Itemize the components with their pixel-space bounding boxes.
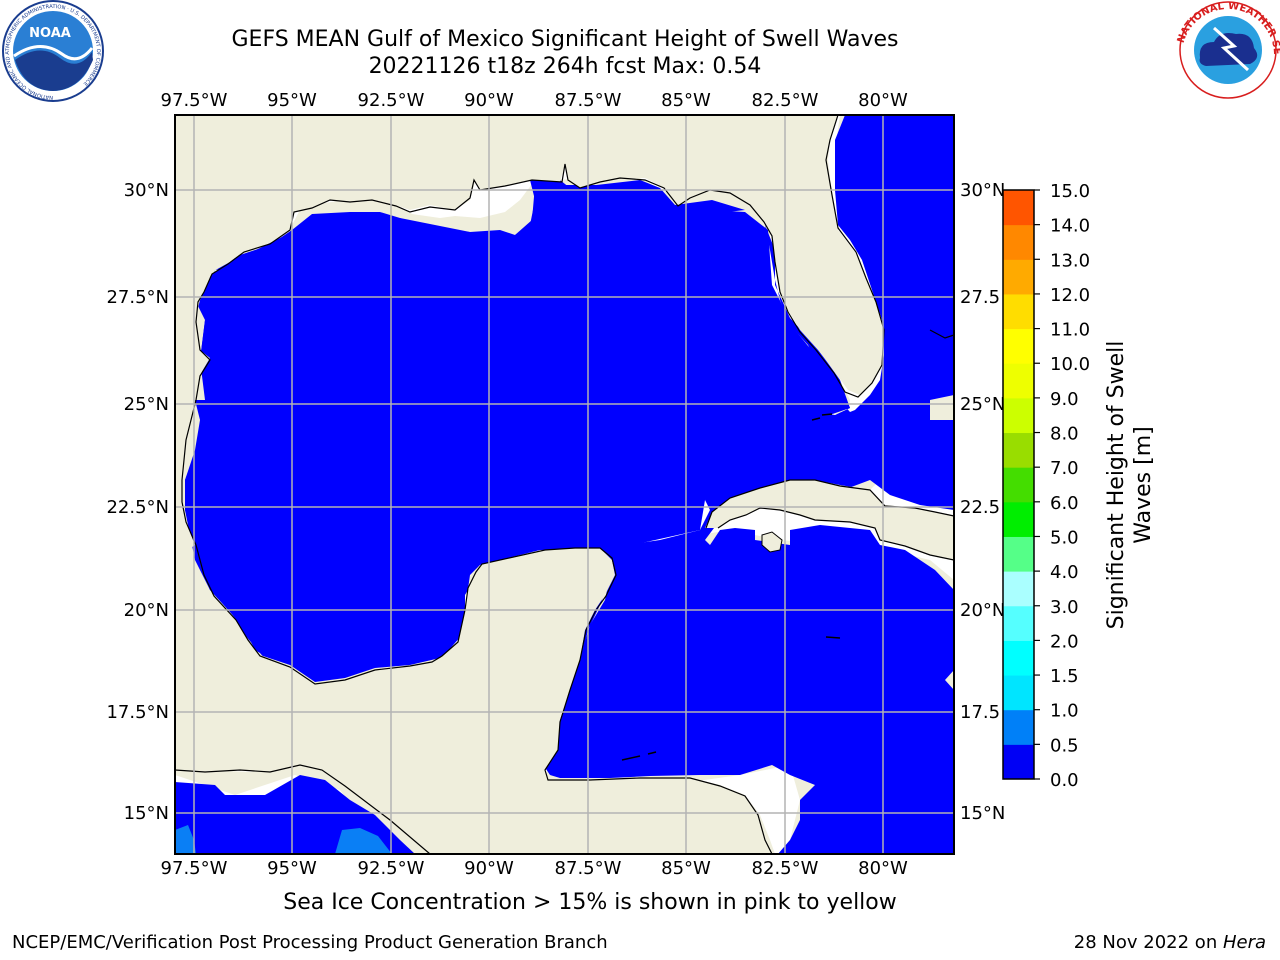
lat-label-left-3: 22.5°N [106,497,169,518]
lon-label-top-5: 85°W [661,90,711,111]
colorbar-tick-label: 13.0 [1050,250,1090,271]
lat-label-right-1: 17.5 [960,702,1000,723]
lon-label-top-6: 82.5°W [752,90,819,111]
noaa-logo-bird [15,50,93,91]
colorbar-frame [1002,189,1035,780]
lon-label-top-7: 80°W [858,90,908,111]
lat-label-right-0: 15°N [960,803,1005,824]
map-frame [174,114,955,855]
lat-label-right-6: 30°N [960,180,1005,201]
colorbar-segment [1003,605,1034,641]
colorbar-segment [1003,709,1034,745]
lon-label-bottom-3: 90°W [464,858,514,879]
colorbar-segment [1003,432,1034,468]
colorbar-tick-label: 8.0 [1050,424,1079,445]
lat-label-left-0: 15°N [124,803,169,824]
lat-label-left-2: 20°N [124,600,169,621]
lat-label-left-4: 25°N [124,394,169,415]
coastline [175,115,954,854]
colorbar-label-line2: Waves [m] [1131,426,1156,543]
colorbar-tick-label: 3.0 [1050,597,1079,618]
colorbar-tick-label: 0.0 [1050,770,1079,791]
lon-label-bottom-2: 92.5°W [358,858,425,879]
chart-title: GEFS MEAN Gulf of Mexico Significant Hei… [231,27,899,52]
colorbar-tick-label: 4.0 [1050,562,1079,583]
land-isle-of-youth [761,531,783,553]
colorbar-tick-label: 12.0 [1050,285,1090,306]
colorbar-segment [1003,744,1034,780]
colorbar-tick-label: 7.0 [1050,458,1079,479]
lat-label-right-2: 20°N [960,600,1005,621]
lat-label-right-5: 27.5 [960,287,1000,308]
sea-gulf-interior [185,185,850,775]
lon-label-bottom-6: 82.5°W [752,858,819,879]
colorbar-segment [1003,293,1034,330]
land-us-coast [175,115,530,560]
lon-label-top-4: 87.5°W [555,90,622,111]
nws-logo: NATIONAL WEATHER SERVICE [0,0,1280,99]
colorbar-tick-label: 11.0 [1050,320,1090,341]
colorbar-tick-label: 0.5 [1050,735,1079,756]
lon-label-bottom-1: 95°W [267,858,317,879]
colorbar [1002,189,1035,780]
colorbar-label-line1: Significant Height of Swell [1104,341,1129,630]
land-yucatan [175,548,775,854]
nws-logo-cloud [1199,33,1258,66]
colorbar-tick-label: 2.0 [1050,631,1079,652]
colorbar-tick-label: 1.0 [1050,701,1079,722]
colorbar-segment [1003,397,1034,434]
colorbar-segment [1003,363,1034,399]
colorbar-segment [1003,536,1034,572]
colorbar-segment [1003,190,1034,226]
lat-label-right-3: 22.5 [960,497,1000,518]
chart-subtitle: 20221126 t18z 264h fcst Max: 0.54 [368,54,762,79]
lon-label-bottom-5: 85°W [661,858,711,879]
sea-ice-note: Sea Ice Concentration > 15% is shown in … [283,890,897,915]
land-cayman [621,413,841,761]
date-text: 28 Nov 2022 on [1073,932,1223,953]
nws-logo-lightning-icon [1212,26,1250,72]
graticule [175,115,954,854]
colorbar-tick-label: 15.0 [1050,181,1090,202]
lat-label-right-4: 25°N [960,394,1005,415]
colorbar-segment [1003,467,1034,503]
lat-label-left-6: 30°N [124,180,169,201]
date-stamp: 28 Nov 2022 on Hera [1074,932,1266,953]
machine-name: Hera [1222,932,1266,953]
land-florida [175,115,883,395]
lon-label-top-0: 97.5°W [161,90,228,111]
colorbar-segment [1003,501,1034,537]
sea-swell-0.5 [175,825,392,854]
land-cuba [705,480,954,560]
colorbar-tick-label: 10.0 [1050,354,1090,375]
nws-logo-ring-text: NATIONAL WEATHER SERVICE [0,0,1280,55]
lon-label-top-1: 95°W [267,90,317,111]
colorbar-segment [1003,640,1034,676]
colorbar-tick-label: 5.0 [1050,527,1079,548]
noaa-logo-text: NOAA [29,26,71,41]
colorbar-segment [1003,224,1034,260]
colorbar-segment [1003,328,1034,364]
colorbar-tick-label: 6.0 [1050,493,1079,514]
colorbar-segment [1003,259,1034,295]
colorbar-tick-label: 14.0 [1050,216,1090,237]
lon-label-bottom-4: 87.5°W [555,858,622,879]
lat-label-left-5: 27.5°N [106,287,169,308]
svg-text:NATIONAL WEATHER SERVICE: NATIONAL WEATHER SERVICE [0,0,1280,55]
lon-label-top-2: 92.5°W [358,90,425,111]
colorbar-segment [1003,675,1034,711]
credit-text: NCEP/EMC/Verification Post Processing Pr… [12,932,608,953]
colorbar-tick-label: 9.0 [1050,389,1079,410]
colorbar-ticks: 0.0 0.5 1.0 1.5 2.0 3.0 4.0 5.0 6.0 7.0 8.0 9.0 10.0… [1034,181,1090,791]
lon-label-top-3: 90°W [464,90,514,111]
lon-label-bottom-7: 80°W [858,858,908,879]
colorbar-tick-label: 1.5 [1050,666,1079,687]
map-area [175,115,954,854]
lon-label-bottom-0: 97.5°W [161,858,228,879]
lat-label-left-1: 17.5°N [106,702,169,723]
noaa-logo: NOAA NATIONAL OCEANIC AND ATMOSPHERIC AD… [2,0,104,102]
colorbar-segment [1003,571,1034,607]
